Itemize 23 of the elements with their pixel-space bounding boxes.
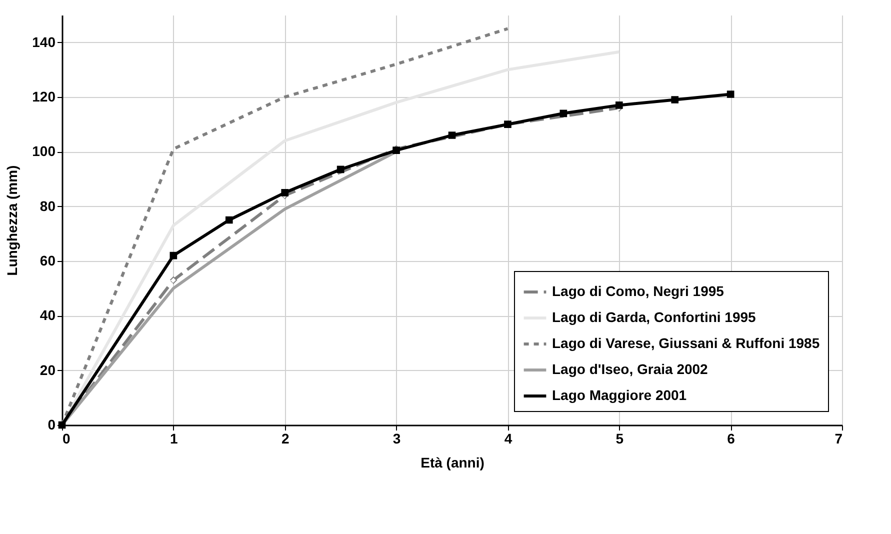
- x-axis-title: Età (anni): [420, 454, 484, 470]
- x-tick-label: 2: [281, 430, 290, 446]
- y-tick-label: 0: [48, 416, 56, 432]
- legend-label: Lago Maggiore 2001: [552, 387, 687, 403]
- y-axis-title: Lunghezza (mm): [4, 165, 20, 276]
- y-tick-label: 80: [40, 198, 56, 214]
- x-tick-label: 7: [834, 430, 843, 446]
- y-tick-label: 120: [32, 88, 56, 104]
- y-tick-label: 40: [40, 307, 56, 324]
- x-tick-label: 5: [616, 430, 624, 446]
- legend-label: Lago di Como, Negri 1995: [552, 283, 724, 299]
- y-tick-label: 20: [40, 362, 56, 378]
- x-tick-label: 4: [504, 430, 512, 446]
- y-tick-label: 60: [40, 252, 56, 268]
- x-tick-label: 3: [392, 430, 401, 446]
- y-tick-label: 140: [32, 34, 56, 50]
- x-tick-label: 6: [727, 430, 736, 446]
- legend-label: Lago d'Iseo, Graia 2002: [552, 361, 708, 377]
- y-tick-label: 100: [32, 143, 56, 160]
- x-tick-label: 1: [170, 430, 178, 446]
- legend-label: Lago di Garda, Confortini 1995: [552, 309, 756, 325]
- legend-label: Lago di Varese, Giussani & Ruffoni 1985: [552, 335, 820, 351]
- x-tick-label: 0: [62, 430, 70, 446]
